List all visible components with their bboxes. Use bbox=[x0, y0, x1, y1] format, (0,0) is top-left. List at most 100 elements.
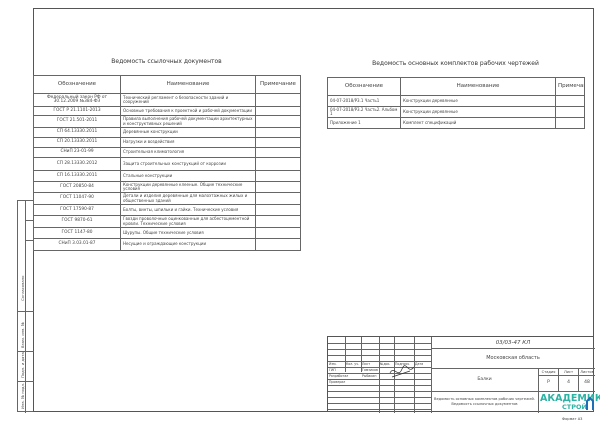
note-cell bbox=[255, 192, 301, 205]
designation-cell: СНиП 23-01-99 bbox=[33, 147, 121, 158]
table-row: ГОСТ 17590-87 Болты, винты, шпильки и гай… bbox=[33, 204, 301, 216]
grid-line bbox=[328, 361, 431, 362]
designation-cell: СП 20.13330.2011 bbox=[33, 137, 121, 148]
name-cell: Гвозди проволочные оцинкованные для асбе… bbox=[120, 215, 256, 228]
sign-date-label: Подп. и дата bbox=[20, 352, 25, 378]
designation-cell: СП 28.13330.2012 bbox=[33, 157, 121, 171]
title-block: 03/03-47 КЛ Московская область Стадия Ли… bbox=[327, 336, 600, 413]
name-cell: Основные требования к проектной и рабоче… bbox=[120, 106, 256, 116]
table-row: 04-07-2018/Р3.1 Часть1 Конструкции деревя… bbox=[327, 95, 585, 107]
note-cell bbox=[255, 215, 301, 228]
col-header: Обозначение bbox=[327, 77, 401, 96]
note-cell bbox=[255, 93, 301, 107]
stage: Р bbox=[547, 380, 550, 385]
grid-line bbox=[361, 337, 362, 372]
table-row: ГОСТ 9870-61 Гвозди проволочные оцинкован… bbox=[33, 215, 301, 228]
person-name: Рыбакин bbox=[362, 374, 377, 378]
grid-line bbox=[414, 337, 415, 413]
col-header: Наименование bbox=[120, 75, 256, 94]
grid-line bbox=[328, 385, 431, 386]
name-cell: Правила выполнения рабочей документации … bbox=[120, 115, 256, 128]
logo-main: АКАДЕМИК bbox=[540, 393, 600, 404]
table-row: СП 16.13330.2011 Стальные конструкции bbox=[33, 170, 301, 182]
col-header: Примечание bbox=[255, 75, 301, 94]
name-cell: Несущие и ограждающие конструкции bbox=[120, 238, 256, 251]
sheet-number: 4 bbox=[567, 380, 570, 385]
note-cell bbox=[555, 106, 585, 118]
name-cell: Конструкции деревянные bbox=[400, 106, 556, 118]
revision-col-header: №док. bbox=[380, 362, 391, 366]
col-header: Примечание bbox=[555, 77, 585, 96]
name-cell: Болты, винты, шпильки и гайки. Техническ… bbox=[120, 204, 256, 216]
note-cell bbox=[255, 106, 301, 116]
designation-cell: Приложение 1 bbox=[327, 117, 401, 129]
logo-mark-icon bbox=[586, 396, 594, 410]
note-cell bbox=[255, 147, 301, 158]
designation-cell: Федеральный закон РФ от 30.12.2009 №384-… bbox=[33, 93, 121, 107]
designation-cell: ГОСТ 21.501-2011 bbox=[33, 115, 121, 128]
sheets-label: Листов bbox=[580, 370, 594, 374]
name-cell: Технический регламент о безопасности зда… bbox=[120, 93, 256, 107]
note-cell bbox=[255, 227, 301, 239]
designation-cell: СП 64.13330.2011 bbox=[33, 127, 121, 138]
role-label: ГИП bbox=[329, 368, 336, 372]
inv-label: Инв. № подл. bbox=[20, 382, 25, 409]
revision-col-header: Изм. bbox=[329, 362, 337, 366]
table-row: ГОСТ 21.501-2011 Правила выполнения рабоч… bbox=[33, 115, 301, 128]
grid-line bbox=[379, 337, 380, 413]
sheet-label: Лист bbox=[563, 370, 574, 374]
revision-col-header: Лист bbox=[362, 362, 371, 366]
name-cell: Нагрузки и воздействия bbox=[120, 137, 256, 148]
note-cell bbox=[255, 181, 301, 193]
name-cell: Конструкции деревянные клееные. Общие те… bbox=[120, 181, 256, 193]
table-row: Приложение 1 Комплект спецификаций bbox=[327, 117, 585, 129]
format-label: Формат А3 bbox=[562, 417, 583, 421]
sheet-title-2: Ведомость ссылочных документов bbox=[451, 402, 518, 406]
note-cell bbox=[255, 157, 301, 171]
designation-cell: 04-07-2018/Р3.2 Часть2. Альбом 1 bbox=[327, 106, 401, 118]
stage-label: Стадия bbox=[541, 370, 556, 374]
note-cell bbox=[555, 117, 585, 129]
sheets-total: 48 bbox=[584, 380, 590, 385]
designation-cell: ГОСТ 11047-90 bbox=[33, 192, 121, 205]
role-label: Проверил bbox=[329, 380, 346, 384]
table-row: СНиП 23-01-99 Строительная климатология bbox=[33, 147, 301, 158]
grid-line bbox=[328, 409, 431, 410]
name-cell: Детали и изделия деревянные для малоэтаж… bbox=[120, 192, 256, 205]
designation-cell: ГОСТ 17590-87 bbox=[33, 204, 121, 216]
note-cell bbox=[255, 238, 301, 251]
grid-line bbox=[328, 373, 431, 374]
grid-line bbox=[328, 355, 431, 356]
note-cell bbox=[555, 95, 585, 107]
doc-code: 03/03-47 КЛ bbox=[495, 340, 531, 346]
table-row: ГОСТ 20850-84 Конструкции деревянные клее… bbox=[33, 181, 301, 193]
designation-cell: 04-07-2018/Р3.1 Часть1 bbox=[327, 95, 401, 107]
grid-line bbox=[328, 343, 431, 344]
object-name: Балки bbox=[477, 377, 492, 382]
grid-line bbox=[345, 337, 346, 372]
replace-inv-label: Взам. инв. № bbox=[20, 322, 25, 348]
ref-docs-title: Ведомость ссылочных документов bbox=[111, 58, 222, 65]
note-cell bbox=[255, 204, 301, 216]
designation-cell: ГОСТ 20850-84 bbox=[33, 181, 121, 193]
designation-cell: ГОСТ 1147-80 bbox=[33, 227, 121, 239]
ref-docs-table: Обозначение Наименование Примечание Федера… bbox=[33, 75, 301, 251]
signature bbox=[389, 365, 415, 378]
table-row: Федеральный закон РФ от 30.12.2009 №384-… bbox=[33, 93, 301, 107]
table-row: ГОСТ 1147-80 Шурупы. Общие технические ус… bbox=[33, 227, 301, 239]
designation-cell: СП 16.13330.2011 bbox=[33, 170, 121, 182]
logo-sub: СТРОЙ bbox=[562, 403, 587, 411]
note-cell bbox=[255, 170, 301, 182]
main-sets-title: Ведомость основных комплектов рабочих че… bbox=[372, 60, 539, 67]
location: Московская область bbox=[486, 355, 540, 361]
table-row: СНиП 3.03.01-87 Несущие и ограждающие кон… bbox=[33, 238, 301, 251]
col-header: Обозначение bbox=[33, 75, 121, 94]
grid-line bbox=[328, 367, 431, 368]
company-logo: АКАДЕМИК СТРОЙ bbox=[540, 394, 600, 412]
side-stamp: Согласовано Взам. инв. № Подп. и дата Ин… bbox=[17, 200, 34, 413]
note-cell bbox=[255, 115, 301, 128]
table-row: ГОСТ Р 21.1101-2013 Основные требования к… bbox=[33, 106, 301, 116]
name-cell: Деревянные конструкции bbox=[120, 127, 256, 138]
note-cell bbox=[255, 137, 301, 148]
